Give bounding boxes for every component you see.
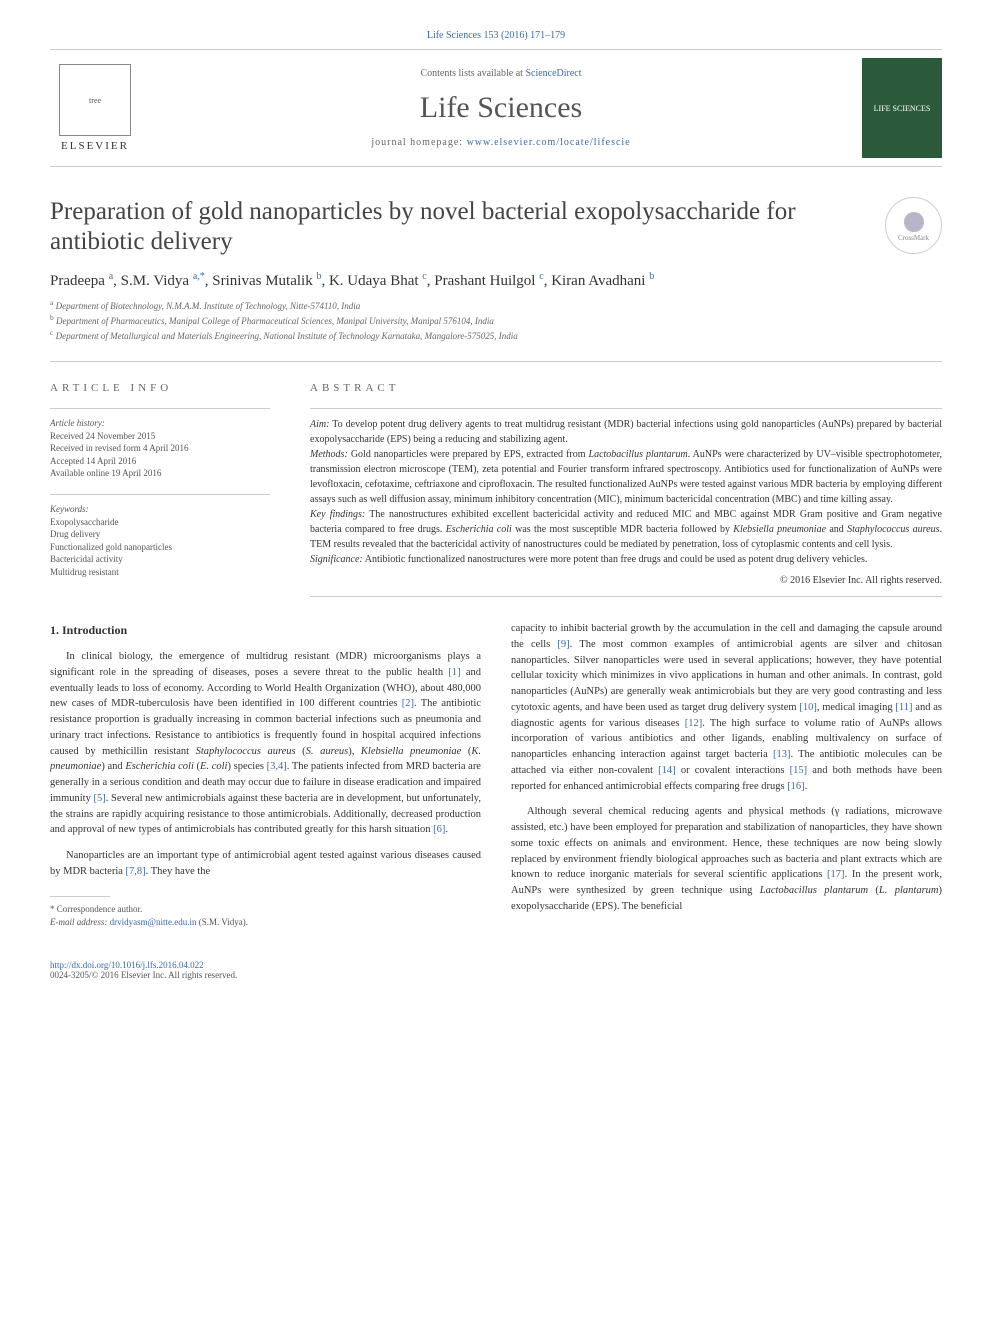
history-line-1: Received in revised form 4 April 2016 (50, 442, 270, 455)
keyword-1: Drug delivery (50, 528, 270, 541)
keywords-title: Keywords: (50, 503, 270, 516)
publisher-logo: tree ELSEVIER (50, 58, 140, 158)
journal-header-box: tree ELSEVIER Contents lists available a… (50, 49, 942, 167)
history-line-0: Received 24 November 2015 (50, 430, 270, 443)
body-column-right: capacity to inhibit bacterial growth by … (511, 621, 942, 930)
homepage-link[interactable]: www.elsevier.com/locate/lifescie (467, 137, 631, 148)
intro-p2: Nanoparticles are an important type of a… (50, 848, 481, 880)
keyword-3: Bactericidal activity (50, 553, 270, 566)
journal-homepage-line: journal homepage: www.elsevier.com/locat… (140, 137, 862, 148)
methods-text: Gold nanoparticles were prepared by EPS,… (310, 449, 942, 505)
aim-label: Aim: (310, 419, 329, 430)
keyword-0: Exopolysaccharide (50, 516, 270, 529)
abstract-label: abstract (310, 382, 942, 394)
section-1-heading: 1. Introduction (50, 621, 481, 639)
intro-p4: Although several chemical reducing agent… (511, 804, 942, 914)
crossmark-label: CrossMark (898, 234, 929, 242)
correspondence-footnote: * Correspondence author. E-mail address:… (50, 903, 481, 930)
elsevier-tree-icon: tree (59, 64, 131, 136)
elsevier-label: ELSEVIER (61, 140, 129, 152)
abstract-column: abstract Aim: To develop potent drug del… (300, 382, 942, 597)
doi-link[interactable]: http://dx.doi.org/10.1016/j.lfs.2016.04.… (50, 960, 204, 970)
corr-email-name: (S.M. Vidya). (199, 917, 248, 927)
article-info-column: article info Article history: Received 2… (50, 382, 300, 597)
corr-author-line: * Correspondence author. (50, 903, 481, 917)
significance-text: Antibiotic functionalized nanostructures… (365, 554, 868, 565)
corr-email-link[interactable]: drvidyasm@nitte.edu.in (110, 917, 197, 927)
contents-available-line: Contents lists available at ScienceDirec… (140, 68, 862, 79)
contents-prefix: Contents lists available at (420, 68, 525, 79)
keyword-2: Functionalized gold nanoparticles (50, 541, 270, 554)
keywords-block: Keywords: Exopolysaccharide Drug deliver… (50, 494, 270, 579)
history-line-2: Accepted 14 April 2016 (50, 455, 270, 468)
abstract-text: Aim: To develop potent drug delivery age… (310, 408, 942, 567)
journal-cover-thumbnail: LIFE SCIENCES (862, 58, 942, 158)
citation-header: Life Sciences 153 (2016) 171–179 (50, 30, 942, 41)
abstract-copyright: © 2016 Elsevier Inc. All rights reserved… (310, 575, 942, 597)
history-title: Article history: (50, 417, 270, 430)
journal-name: Life Sciences (140, 91, 862, 125)
intro-p3: capacity to inhibit bacterial growth by … (511, 621, 942, 794)
article-title: Preparation of gold nanoparticles by nov… (50, 197, 865, 257)
issn-copyright: 0024-3205/© 2016 Elsevier Inc. All right… (50, 970, 237, 980)
intro-p1: In clinical biology, the emergence of mu… (50, 649, 481, 838)
significance-label: Significance: (310, 554, 363, 565)
affiliation-c: c Department of Metallurgical and Materi… (50, 328, 942, 341)
key-findings-label: Key findings: (310, 509, 365, 520)
affiliation-b: b Department of Pharmaceutics, Manipal C… (50, 313, 942, 326)
email-label: E-mail address: (50, 917, 107, 927)
crossmark-icon (902, 210, 926, 234)
footnote-separator (50, 896, 110, 897)
body-column-left: 1. Introduction In clinical biology, the… (50, 621, 481, 930)
page-footer: http://dx.doi.org/10.1016/j.lfs.2016.04.… (50, 960, 942, 980)
author-list: Pradeepa a, S.M. Vidya a,*, Srinivas Mut… (50, 271, 942, 290)
aim-text: To develop potent drug delivery agents t… (310, 419, 942, 445)
crossmark-badge[interactable]: CrossMark (885, 197, 942, 254)
homepage-prefix: journal homepage: (371, 137, 466, 148)
affiliation-a: a Department of Biotechnology, N.M.A.M. … (50, 298, 942, 311)
sciencedirect-link[interactable]: ScienceDirect (525, 68, 581, 79)
methods-label: Methods: (310, 449, 348, 460)
article-history-block: Article history: Received 24 November 20… (50, 408, 270, 480)
article-info-label: article info (50, 382, 270, 394)
history-line-3: Available online 19 April 2016 (50, 467, 270, 480)
key-findings-text: The nanostructures exhibited excellent b… (310, 509, 942, 550)
keyword-4: Multidrug resistant (50, 566, 270, 579)
